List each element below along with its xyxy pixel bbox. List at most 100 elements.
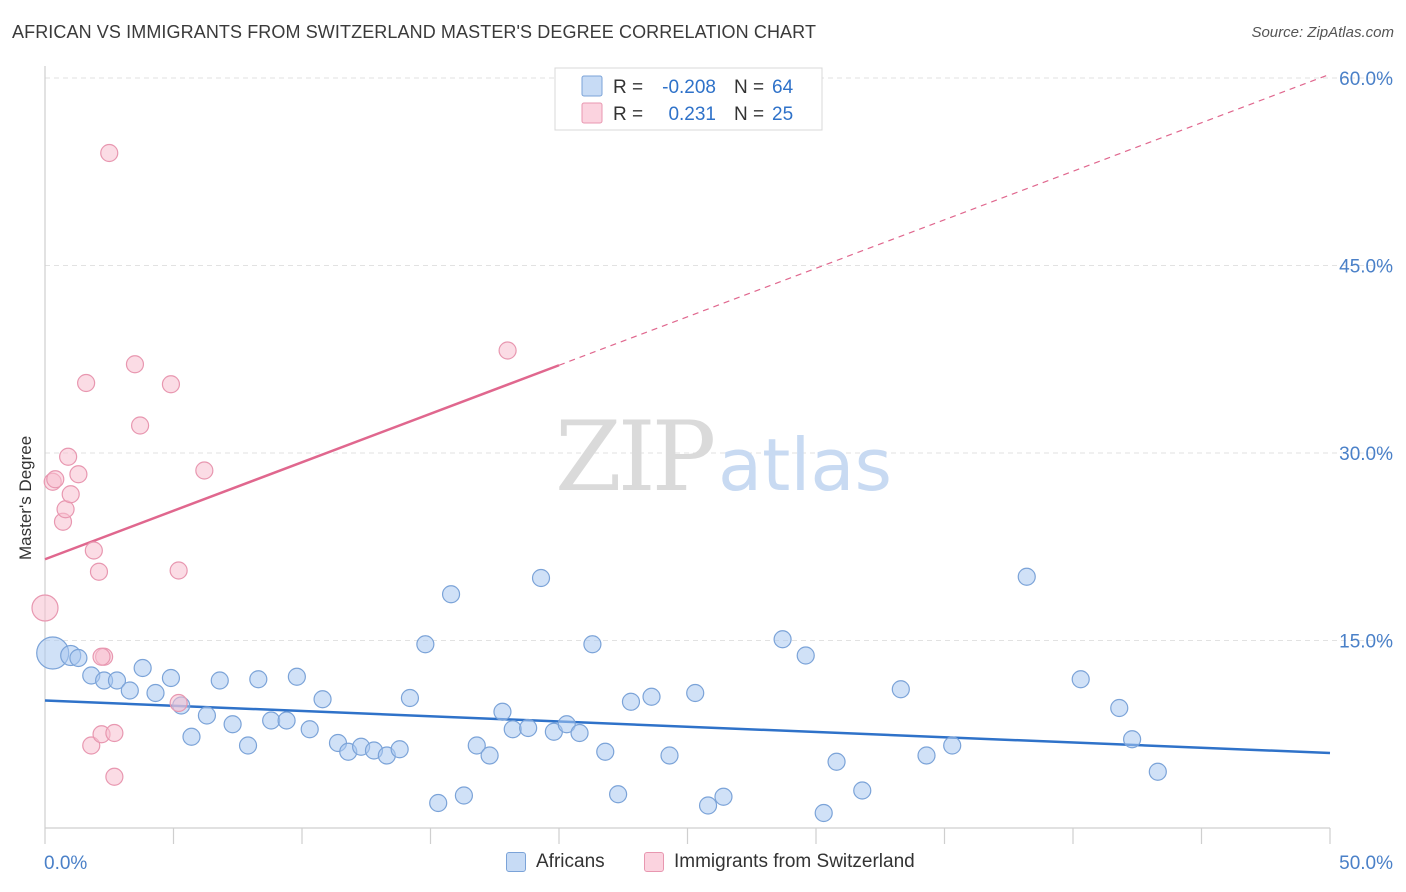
point-africans	[557, 715, 576, 734]
point-africans	[287, 667, 306, 686]
point-africans	[238, 736, 258, 755]
point-swiss	[89, 562, 109, 581]
point-africans	[161, 668, 181, 688]
point-africans	[660, 746, 679, 765]
legend-n-value-swiss: 25	[772, 104, 793, 125]
point-swiss	[31, 594, 59, 622]
point-africans	[69, 648, 88, 668]
point-africans	[277, 711, 296, 730]
point-swiss	[105, 767, 124, 786]
legend-swatch-swiss-bottom	[644, 852, 664, 872]
point-africans	[249, 670, 268, 689]
point-africans	[390, 740, 409, 759]
point-africans	[943, 736, 962, 755]
point-africans	[400, 688, 420, 708]
point-swiss	[125, 355, 145, 374]
point-africans	[429, 793, 448, 813]
point-africans	[107, 671, 127, 690]
point-africans	[1123, 730, 1142, 749]
point-africans	[814, 803, 833, 823]
point-africans	[1017, 567, 1036, 586]
point-africans	[596, 742, 615, 761]
point-africans	[146, 683, 165, 703]
source-label: Source: ZipAtlas.com	[1251, 24, 1394, 41]
point-africans	[773, 630, 792, 649]
point-africans	[1148, 762, 1167, 781]
point-africans	[827, 752, 846, 771]
point-swiss	[59, 447, 78, 466]
point-swiss	[84, 541, 103, 560]
point-swiss	[169, 561, 188, 580]
point-africans	[313, 690, 332, 709]
point-africans	[891, 680, 910, 699]
point-swiss	[46, 470, 65, 489]
point-africans	[796, 646, 815, 665]
point-africans	[519, 718, 538, 738]
point-swiss	[169, 693, 188, 713]
point-africans	[1071, 670, 1090, 689]
legend-n-label-swiss: N =	[734, 104, 764, 125]
point-africans	[503, 720, 522, 739]
point-africans	[1110, 698, 1129, 718]
x-tick-label: 50.0%	[1339, 853, 1393, 874]
legend-n-label-africans: N =	[734, 77, 764, 98]
point-swiss	[100, 143, 119, 163]
point-swiss	[61, 485, 80, 504]
point-africans	[467, 736, 486, 755]
point-africans	[120, 681, 139, 700]
point-swiss	[130, 416, 150, 435]
point-swiss	[195, 461, 214, 480]
y-tick-label: 60.0%	[1339, 69, 1393, 90]
point-swiss	[82, 736, 101, 755]
x-tick-label: 0.0%	[44, 853, 87, 874]
point-africans	[441, 585, 461, 604]
point-swiss	[105, 723, 124, 743]
legend-swatch-africans	[581, 75, 603, 97]
point-africans	[197, 706, 217, 725]
point-africans	[531, 568, 551, 588]
legend-label-africans: Africans	[536, 851, 605, 872]
legend-top: R = -0.208 N = 64 R = 0.231 N = 25	[554, 67, 823, 131]
y-tick-label: 45.0%	[1339, 257, 1393, 278]
point-africans	[621, 692, 641, 711]
grid-lines	[45, 77, 1395, 641]
trend-lines	[44, 73, 1331, 755]
legend-n-value-africans: 64	[772, 77, 794, 98]
trend-line-swiss	[44, 364, 560, 561]
point-africans	[583, 635, 602, 654]
point-africans	[493, 702, 512, 721]
point-africans	[714, 787, 733, 806]
tick-labels: 15.0% 30.0% 45.0% 60.0% 0.0% 50.0%	[44, 69, 1393, 874]
point-swiss	[69, 465, 88, 484]
point-africans	[917, 746, 936, 765]
legend-item-africans: Africans	[506, 851, 605, 873]
legend-r-label-africans: R =	[613, 77, 643, 98]
watermark-zip: ZIP	[555, 401, 714, 513]
watermark: ZIP atlas	[555, 401, 892, 513]
point-africans	[480, 746, 499, 765]
legend-bottom: Africans Immigrants from Switzerland	[0, 851, 1406, 877]
point-africans	[454, 786, 474, 805]
legend-item-swiss: Immigrants from Switzerland	[644, 851, 915, 873]
point-africans	[853, 781, 872, 800]
chart-title: AFRICAN VS IMMIGRANTS FROM SWITZERLAND M…	[12, 22, 817, 42]
point-swiss	[92, 647, 111, 666]
legend-r-label-swiss: R =	[613, 104, 643, 125]
point-africans	[642, 687, 661, 706]
point-africans	[416, 635, 435, 654]
legend-r-value-swiss: 0.231	[668, 104, 716, 125]
trend-line-swiss-dashed	[558, 73, 1331, 366]
point-africans	[182, 727, 201, 746]
point-africans	[570, 723, 589, 743]
y-tick-label: 15.0%	[1339, 632, 1393, 653]
point-swiss	[77, 373, 96, 393]
trend-line-africans	[44, 699, 1331, 755]
point-africans	[300, 720, 319, 739]
legend-swatch-swiss	[581, 102, 603, 124]
point-africans	[686, 683, 705, 703]
point-swiss	[498, 341, 517, 360]
point-africans	[262, 711, 281, 730]
scatter-points	[31, 143, 1167, 823]
point-swiss	[161, 375, 181, 394]
